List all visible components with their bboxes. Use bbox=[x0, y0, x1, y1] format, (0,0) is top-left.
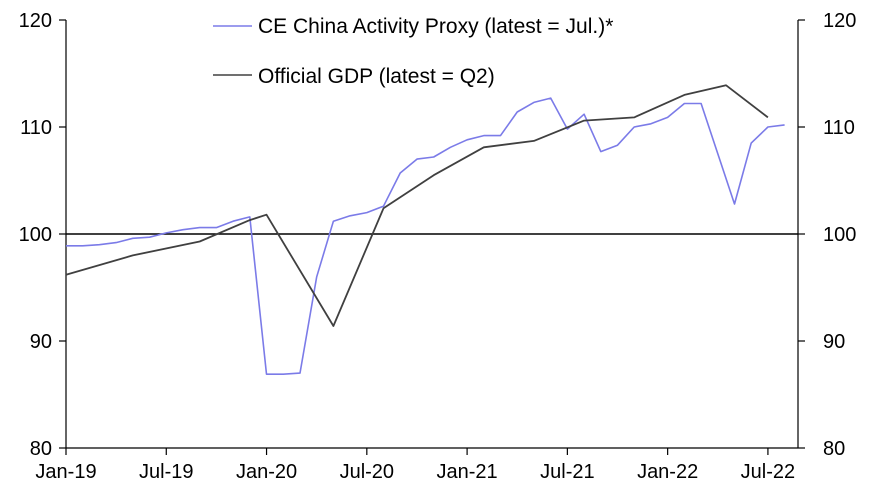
right-y-tick-label: 90 bbox=[823, 331, 845, 353]
x-tick-label: Jul-21 bbox=[540, 461, 594, 483]
x-tick-label: Jan-22 bbox=[637, 461, 698, 483]
right-y-axis: 80 90 100 110 120 bbox=[797, 10, 856, 460]
right-y-tick-label: 80 bbox=[823, 438, 845, 460]
left-y-tick-label: 120 bbox=[19, 10, 52, 32]
left-y-tick-label: 90 bbox=[30, 331, 52, 353]
right-y-tick-label: 120 bbox=[823, 10, 856, 32]
left-y-tick-label: 110 bbox=[20, 117, 52, 139]
legend-label-official-gdp: Official GDP (latest = Q2) bbox=[258, 65, 495, 88]
right-y-tick-label: 110 bbox=[823, 117, 855, 139]
left-y-tick-label: 80 bbox=[30, 438, 52, 460]
x-tick-label: Jul-20 bbox=[340, 461, 394, 483]
left-y-axis: 80 90 100 110 120 bbox=[19, 10, 67, 460]
series-layer bbox=[65, 84, 785, 376]
series-line-official-gdp bbox=[65, 84, 769, 327]
x-tick-label: Jul-22 bbox=[741, 461, 795, 483]
series-line-activity-proxy bbox=[66, 97, 785, 376]
x-tick-label: Jan-21 bbox=[437, 461, 498, 483]
x-tick-label: Jan-19 bbox=[35, 461, 96, 483]
x-tick-label: Jan-20 bbox=[236, 461, 297, 483]
x-axis: Jan-19 Jul-19 Jan-20 Jul-20 Jan-21 Jul-21 Jan-… bbox=[35, 447, 798, 483]
right-y-tick-label: 100 bbox=[823, 224, 856, 246]
legend: CE China Activity Proxy (latest = Jul.)*… bbox=[213, 15, 613, 88]
left-y-tick-label: 100 bbox=[19, 224, 52, 246]
legend-label-activity-proxy: CE China Activity Proxy (latest = Jul.)* bbox=[258, 15, 613, 38]
x-tick-label: Jul-19 bbox=[139, 461, 193, 483]
